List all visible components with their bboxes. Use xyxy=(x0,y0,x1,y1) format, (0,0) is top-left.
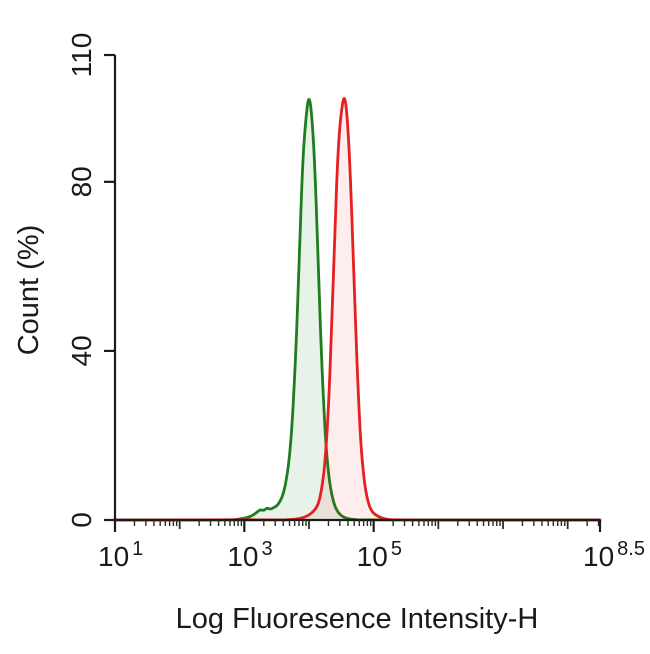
histogram-curves xyxy=(113,97,602,522)
x-tick-label: 10 5 xyxy=(357,538,402,572)
x-tick-exponent: 8.5 xyxy=(617,538,645,560)
y-tick-label: 40 xyxy=(66,335,97,366)
x-tick-exponent: 3 xyxy=(261,538,272,560)
axis-ticks xyxy=(104,53,602,532)
x-tick-exponent: 5 xyxy=(391,538,402,560)
x-tick-base: 10 xyxy=(583,541,614,572)
red-curve-stroke xyxy=(113,97,602,522)
x-tick-label: 10 3 xyxy=(227,538,272,572)
x-tick-base: 10 xyxy=(357,541,388,572)
x-tick-label: 10 8.5 xyxy=(583,538,645,572)
green-curve-stroke xyxy=(113,97,602,522)
x-tick-base: 10 xyxy=(227,541,258,572)
y-tick-label: 0 xyxy=(66,512,97,528)
x-tick-exponent: 1 xyxy=(132,538,143,560)
x-axis-title: Log Fluoresence Intensity-H xyxy=(176,603,539,635)
x-tick-label: 10 1 xyxy=(98,538,143,572)
y-axis-title: Count (%) xyxy=(13,225,45,356)
y-tick-label: 110 xyxy=(66,33,97,78)
x-tick-base: 10 xyxy=(98,541,129,572)
y-tick-label: 80 xyxy=(66,166,97,197)
red-curve-fill xyxy=(115,98,600,520)
